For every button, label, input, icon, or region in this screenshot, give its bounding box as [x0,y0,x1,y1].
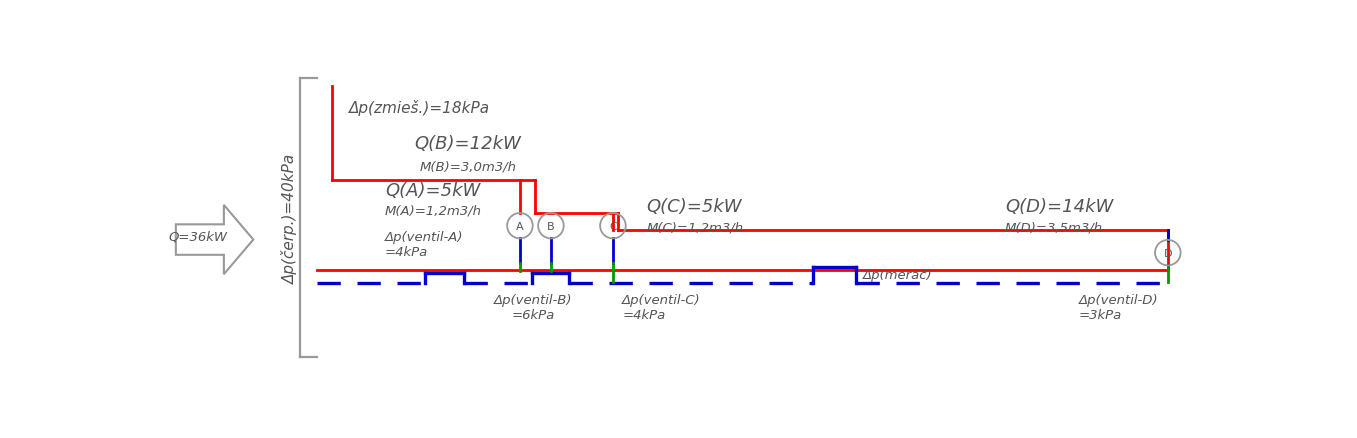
Text: Δp(ventil-B)
=6kPa: Δp(ventil-B) =6kPa [494,293,573,321]
Text: Δp(ventil-D)
=3kPa: Δp(ventil-D) =3kPa [1079,293,1159,321]
Text: Q(D)=14kW: Q(D)=14kW [1006,198,1113,216]
Text: C: C [609,221,617,231]
Text: M(A)=1,2m3/h: M(A)=1,2m3/h [385,205,482,217]
Text: Δp(ventil-C)
=4kPa: Δp(ventil-C) =4kPa [623,293,700,321]
Text: B: B [547,221,555,231]
Text: Δp(zmieš.)=18kPa: Δp(zmieš.)=18kPa [349,100,490,116]
Text: Q(C)=5kW: Q(C)=5kW [646,198,742,216]
Text: M(C)=1,2m3/h: M(C)=1,2m3/h [646,221,744,234]
Text: Δp(merač): Δp(merač) [863,269,932,282]
Text: Δp(čerp.)=40kPa: Δp(čerp.)=40kPa [282,153,297,283]
Text: D: D [1163,248,1172,258]
Text: M(B)=3,0m3/h: M(B)=3,0m3/h [419,161,517,173]
Text: Q(A)=5kW: Q(A)=5kW [385,181,480,199]
Text: M(D)=3,5m3/h: M(D)=3,5m3/h [1006,221,1103,234]
Text: Q(B)=12kW: Q(B)=12kW [415,135,521,153]
Text: A: A [516,221,524,231]
Text: Δp(ventil-A)
=4kPa: Δp(ventil-A) =4kPa [385,230,464,258]
Text: Q=36kW: Q=36kW [168,230,227,243]
